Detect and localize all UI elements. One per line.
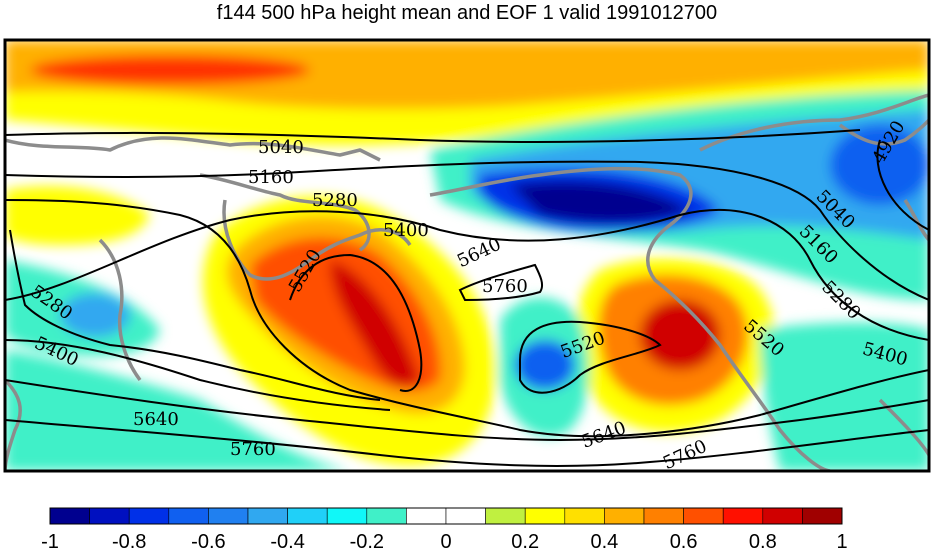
contour-label-5760-a: 5760 xyxy=(482,276,528,297)
colorbar-cell xyxy=(485,507,526,525)
colorbar-tick-label: 0.6 xyxy=(669,531,698,553)
contour-label-5040-a: 5040 xyxy=(258,137,304,158)
colorbar-cell xyxy=(168,507,209,525)
colorbar-tick-label: -0.2 xyxy=(349,531,385,553)
colorbar-cell xyxy=(604,507,645,525)
colorbar-cell xyxy=(762,507,803,525)
colorbar-cell xyxy=(287,507,328,525)
colorbar-cell xyxy=(49,507,90,525)
colorbar-tick-label: 0.8 xyxy=(748,531,777,553)
colorbar-tick-label: 1 xyxy=(836,531,848,553)
contour-label-5400-a: 5400 xyxy=(383,220,429,241)
colorbar-cell xyxy=(326,507,368,525)
colorbar-cell xyxy=(247,507,288,525)
colorbar-tick-label: -0.6 xyxy=(191,531,226,553)
contour-label-5160-a: 5160 xyxy=(248,167,294,188)
colorbar-cell xyxy=(564,507,605,525)
colorbar-cell xyxy=(643,507,684,525)
colorbar-cell xyxy=(128,507,170,525)
colorbar-tick-label: 0.4 xyxy=(590,531,619,553)
colorbar-tick-label: -1 xyxy=(41,531,59,553)
colorbar-tick-label: 0.2 xyxy=(511,531,540,553)
contour-label-5280-a: 5280 xyxy=(312,190,358,211)
height-contours xyxy=(5,129,929,467)
eof-shading xyxy=(5,40,929,471)
contour-label-5760-b: 5760 xyxy=(230,439,276,460)
colorbar-cell xyxy=(722,507,764,525)
colorbar-cell xyxy=(802,507,843,525)
colorbar-cell xyxy=(445,507,486,525)
colorbar-cell xyxy=(89,507,130,525)
map-frame xyxy=(3,38,931,473)
colorbar-outline xyxy=(49,507,843,525)
colorbar-cell xyxy=(524,507,566,525)
colorbar-tick-label: -0.4 xyxy=(270,531,305,553)
colorbar-tick-label: 0 xyxy=(440,531,452,553)
colorbar-cell xyxy=(406,507,447,525)
colorbar-cell xyxy=(366,507,407,525)
map-title: f144 500 hPa height mean and EOF 1 valid… xyxy=(216,2,718,24)
colorbar-cell xyxy=(208,507,249,525)
colorbar-tick-label: -0.8 xyxy=(111,531,147,553)
contour-label-5640-b: 5640 xyxy=(133,409,179,430)
colorbar-cell xyxy=(683,507,724,525)
